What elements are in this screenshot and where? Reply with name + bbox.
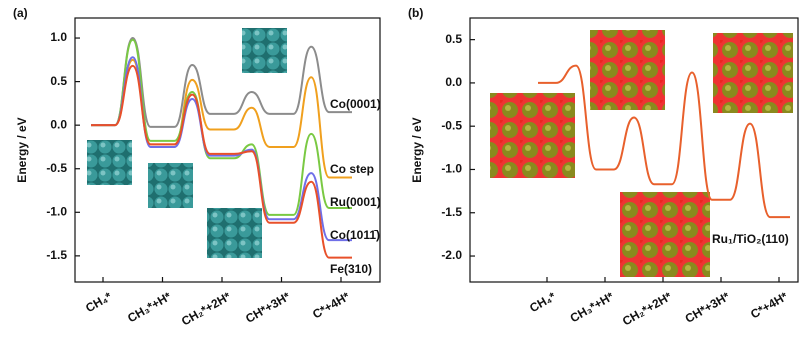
y-tick-label: -1.0 [46,204,67,218]
y-tick-label: -1.5 [441,205,462,219]
x-tick-label: CH₂*+2H* [620,289,674,328]
energy-profile [91,40,352,215]
surface-image [148,163,193,208]
y-tick-label: 0.0 [445,75,462,89]
x-tick-label: CH₄* [527,289,558,315]
figure: Co(0001) Co step Ru(0001) Co(1011̄) Fe(310) -… [0,0,802,344]
x-tick-label: C*+4H* [748,289,790,321]
series-label: Ru(0001) [330,195,381,209]
x-tick-label: CH₃*+H* [125,289,174,325]
y-tick-label: -1.5 [46,248,67,262]
x-tick-label: CH₂*+2H* [179,289,233,328]
series-label: Co(0001) [330,97,381,111]
panel-label: (a) [13,6,28,20]
surface-image [87,140,132,185]
series-label: Fe(310) [330,262,372,276]
x-tick-label: CH*+3H* [243,289,293,326]
x-tick-label: CH₃*+H* [568,289,617,325]
surface-image [620,192,710,277]
panel-label: (b) [408,6,423,20]
surface-image [242,28,287,73]
series-label: Ru₁/TiO₂(110) [712,232,789,246]
surface-image [207,208,262,258]
y-tick-label: 1.0 [50,30,67,44]
surface-image [590,30,665,110]
series-label: Co step [330,162,374,176]
y-tick-label: -1.0 [441,162,462,176]
energy-profile [91,38,352,127]
y-tick-label: -0.5 [46,161,67,175]
y-axis-label: Energy / eV [410,117,424,182]
y-tick-label: -0.5 [441,118,462,132]
x-tick-label: CH₄* [83,289,114,315]
y-tick-label: 0.5 [50,74,67,88]
x-tick-label: C*+4H* [310,289,352,321]
y-tick-label: -2.0 [441,248,462,262]
y-axis-label: Energy / eV [15,117,29,182]
series-label: Co(1011̄) [330,228,380,242]
surface-image [713,33,793,113]
y-tick-label: 0.5 [445,32,462,46]
x-tick-label: CH*+3H* [683,289,733,326]
y-tick-label: 0.0 [50,117,67,131]
surface-image [490,93,575,178]
